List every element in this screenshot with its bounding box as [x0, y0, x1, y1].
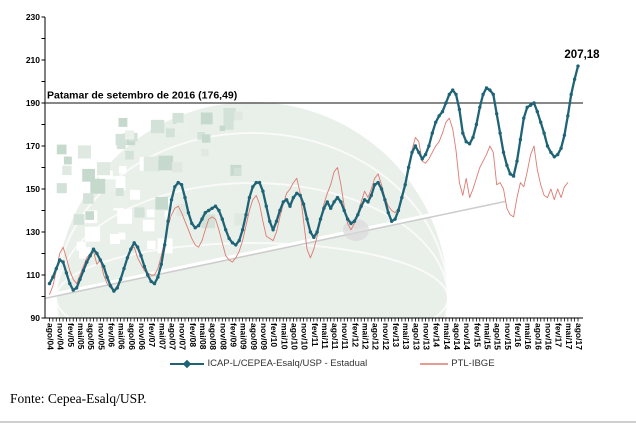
- svg-text:fev/11: fev/11: [310, 323, 320, 347]
- svg-text:nov/10: nov/10: [300, 323, 310, 350]
- svg-text:90: 90: [31, 313, 41, 323]
- svg-text:210: 210: [26, 55, 40, 65]
- svg-text:mai/13: mai/13: [401, 323, 411, 350]
- svg-text:ago/04: ago/04: [46, 323, 56, 350]
- svg-text:fev/14: fev/14: [432, 323, 442, 347]
- bottom-border: [0, 421, 636, 423]
- svg-text:110: 110: [26, 270, 40, 280]
- svg-text:fev/08: fev/08: [188, 323, 198, 347]
- svg-text:170: 170: [26, 141, 40, 151]
- svg-text:nov/11: nov/11: [340, 323, 350, 350]
- svg-text:mai/07: mai/07: [157, 323, 167, 350]
- svg-text:fev/09: fev/09: [228, 323, 238, 347]
- svg-text:ago/13: ago/13: [411, 323, 421, 350]
- svg-text:nov/15: nov/15: [503, 323, 513, 350]
- svg-text:ago/16: ago/16: [533, 323, 543, 350]
- svg-text:mai/11: mai/11: [320, 323, 330, 349]
- svg-text:nov/07: nov/07: [178, 323, 188, 350]
- svg-text:fev/07: fev/07: [147, 323, 157, 347]
- legend-label-ptl: PTL-IBGE: [451, 358, 495, 369]
- svg-text:fev/12: fev/12: [350, 323, 360, 347]
- source-note: Fonte: Cepea-Esalq/USP.: [10, 391, 147, 406]
- svg-text:ago/09: ago/09: [249, 323, 259, 350]
- svg-text:nov/14: nov/14: [462, 323, 472, 350]
- end-value-label: 207,18: [564, 49, 600, 61]
- svg-text:ago/15: ago/15: [493, 323, 503, 350]
- legend-item-icap: ICAP-L/CEPEA-Esalq/USP - Estadual: [169, 358, 367, 369]
- svg-text:mai/08: mai/08: [198, 323, 208, 350]
- svg-text:ago/12: ago/12: [371, 323, 381, 350]
- reference-line-label: Patamar de setembro de 2016 (176,49): [47, 90, 237, 102]
- svg-text:mai/17: mai/17: [564, 323, 574, 350]
- svg-text:ago/08: ago/08: [208, 323, 218, 350]
- svg-text:nov/09: nov/09: [259, 323, 269, 350]
- svg-text:nov/13: nov/13: [422, 323, 432, 350]
- svg-text:130: 130: [26, 227, 40, 237]
- icap-line-swatch-icon: [170, 359, 205, 368]
- svg-text:mai/12: mai/12: [361, 323, 371, 350]
- svg-text:mai/09: mai/09: [239, 323, 249, 350]
- chart-legend: ICAP-L/CEPEA-Esalq/USP - Estadual PTL-IB…: [0, 358, 636, 369]
- svg-text:mai/05: mai/05: [76, 323, 86, 350]
- svg-text:mai/06: mai/06: [117, 323, 127, 350]
- ptl-line-swatch-icon: [420, 362, 449, 365]
- svg-text:nov/12: nov/12: [381, 323, 391, 350]
- svg-text:fev/15: fev/15: [472, 323, 482, 347]
- svg-text:ago/05: ago/05: [86, 323, 96, 350]
- svg-text:nov/16: nov/16: [544, 323, 554, 350]
- svg-text:nov/06: nov/06: [137, 323, 147, 350]
- svg-text:ago/07: ago/07: [167, 323, 177, 350]
- svg-text:ago/14: ago/14: [452, 323, 462, 350]
- svg-text:ago/11: ago/11: [330, 323, 340, 350]
- svg-text:mai/16: mai/16: [523, 323, 533, 350]
- svg-text:ago/06: ago/06: [127, 323, 137, 350]
- svg-text:ago/17: ago/17: [574, 323, 584, 350]
- legend-label-icap: ICAP-L/CEPEA-Esalq/USP - Estadual: [207, 358, 368, 369]
- svg-text:mai/10: mai/10: [279, 323, 289, 350]
- svg-text:230: 230: [26, 12, 40, 22]
- svg-text:150: 150: [26, 184, 40, 194]
- svg-text:fev/10: fev/10: [269, 323, 279, 347]
- svg-text:mai/15: mai/15: [483, 323, 493, 350]
- svg-text:fev/16: fev/16: [513, 323, 523, 347]
- svg-text:fev/05: fev/05: [66, 323, 76, 347]
- svg-text:nov/04: nov/04: [56, 323, 66, 350]
- svg-text:fev/13: fev/13: [391, 323, 401, 347]
- svg-text:nov/08: nov/08: [218, 323, 228, 350]
- svg-text:190: 190: [26, 98, 40, 108]
- svg-text:fev/06: fev/06: [106, 323, 116, 347]
- svg-text:ago/10: ago/10: [289, 323, 299, 350]
- svg-text:fev/17: fev/17: [554, 323, 564, 347]
- legend-item-ptl: PTL-IBGE: [419, 358, 495, 369]
- svg-text:nov/05: nov/05: [96, 323, 106, 350]
- svg-text:mai/14: mai/14: [442, 323, 452, 350]
